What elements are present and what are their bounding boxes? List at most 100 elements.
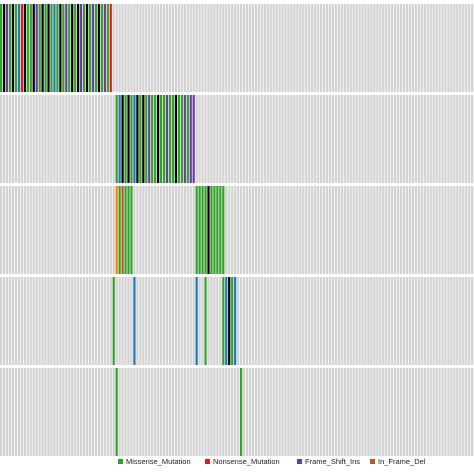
mutation-cell: [47, 4, 50, 92]
empty-cell: [278, 4, 281, 92]
empty-cell: [79, 186, 83, 274]
mutation-cell: [171, 95, 175, 183]
empty-cell: [145, 186, 148, 274]
empty-cell: [266, 277, 269, 365]
legend-label: Frame_Shift_Ins: [305, 457, 360, 466]
mutation-cell: [0, 4, 3, 92]
empty-cell: [124, 368, 127, 456]
empty-cell: [186, 4, 189, 92]
empty-cell: [225, 368, 228, 456]
empty-cell: [248, 186, 252, 274]
empty-cell: [171, 277, 175, 365]
empty-cell: [130, 368, 133, 456]
empty-cell: [450, 186, 453, 274]
empty-cell: [355, 95, 358, 183]
mutation-cell: [228, 277, 231, 365]
empty-cell: [352, 368, 355, 456]
empty-cell: [396, 368, 400, 456]
mutation-cell: [17, 4, 21, 92]
empty-cell: [435, 95, 438, 183]
empty-cell: [314, 4, 317, 92]
empty-cell: [269, 277, 272, 365]
legend: Missense_Mutation Nonsense_Mutation Frame_…: [118, 457, 426, 466]
empty-cell: [151, 368, 154, 456]
empty-cell: [462, 4, 465, 92]
empty-cell: [275, 4, 278, 92]
mutation-cell: [130, 95, 133, 183]
legend-swatch: [370, 459, 375, 464]
empty-cell: [391, 277, 394, 365]
empty-cell: [373, 95, 376, 183]
empty-cell: [216, 4, 219, 92]
empty-cell: [388, 95, 391, 183]
empty-cell: [331, 186, 335, 274]
empty-cell: [8, 186, 12, 274]
empty-cell: [88, 277, 92, 365]
empty-cell: [426, 368, 429, 456]
empty-cell: [343, 4, 346, 92]
empty-cell: [231, 186, 234, 274]
empty-cell: [388, 277, 391, 365]
empty-cell: [174, 277, 178, 365]
mutation-cell: [11, 4, 15, 92]
empty-cell: [278, 186, 281, 274]
empty-cell: [165, 4, 169, 92]
empty-cell: [325, 368, 329, 456]
empty-cell: [429, 368, 432, 456]
empty-cell: [53, 95, 56, 183]
empty-cell: [468, 95, 471, 183]
empty-cell: [20, 95, 24, 183]
empty-cell: [322, 186, 326, 274]
empty-cell: [91, 277, 95, 365]
empty-cell: [41, 186, 44, 274]
empty-cell: [441, 368, 444, 456]
mutation-cell: [130, 186, 133, 274]
empty-cell: [438, 277, 441, 365]
empty-cell: [159, 277, 163, 365]
legend-label: Missense_Mutation: [126, 457, 191, 466]
empty-cell: [177, 277, 181, 365]
empty-cell: [157, 368, 160, 456]
empty-cell: [174, 186, 178, 274]
empty-cell: [263, 95, 266, 183]
empty-cell: [254, 4, 258, 92]
empty-cell: [186, 277, 189, 365]
empty-cell: [47, 95, 50, 183]
empty-cell: [287, 368, 290, 456]
empty-cell: [435, 277, 438, 365]
mutation-cell: [115, 186, 118, 274]
empty-cell: [79, 277, 83, 365]
empty-cell: [41, 277, 44, 365]
empty-cell: [112, 4, 115, 92]
empty-cell: [272, 4, 275, 92]
empty-cell: [299, 368, 302, 456]
empty-cell: [112, 368, 115, 456]
empty-cell: [281, 4, 284, 92]
empty-cell: [77, 95, 80, 183]
mutation-cell: [207, 186, 210, 274]
mutation-cell: [53, 4, 56, 92]
empty-cell: [305, 186, 308, 274]
empty-cell: [210, 95, 213, 183]
empty-cell: [305, 95, 308, 183]
mutation-cell: [151, 95, 154, 183]
empty-cell: [402, 368, 406, 456]
empty-cell: [35, 368, 38, 456]
empty-cell: [346, 186, 349, 274]
empty-cell: [438, 186, 441, 274]
mutation-cell: [38, 4, 41, 92]
empty-cell: [391, 95, 394, 183]
empty-cell: [376, 95, 379, 183]
empty-cell: [20, 186, 24, 274]
empty-cell: [414, 186, 418, 274]
empty-cell: [115, 4, 118, 92]
empty-cell: [145, 368, 148, 456]
empty-cell: [207, 277, 210, 365]
empty-cell: [394, 95, 397, 183]
empty-cell: [456, 368, 459, 456]
empty-cell: [284, 95, 287, 183]
empty-cell: [417, 95, 420, 183]
empty-cell: [186, 186, 189, 274]
empty-cell: [302, 368, 305, 456]
empty-cell: [228, 368, 231, 456]
